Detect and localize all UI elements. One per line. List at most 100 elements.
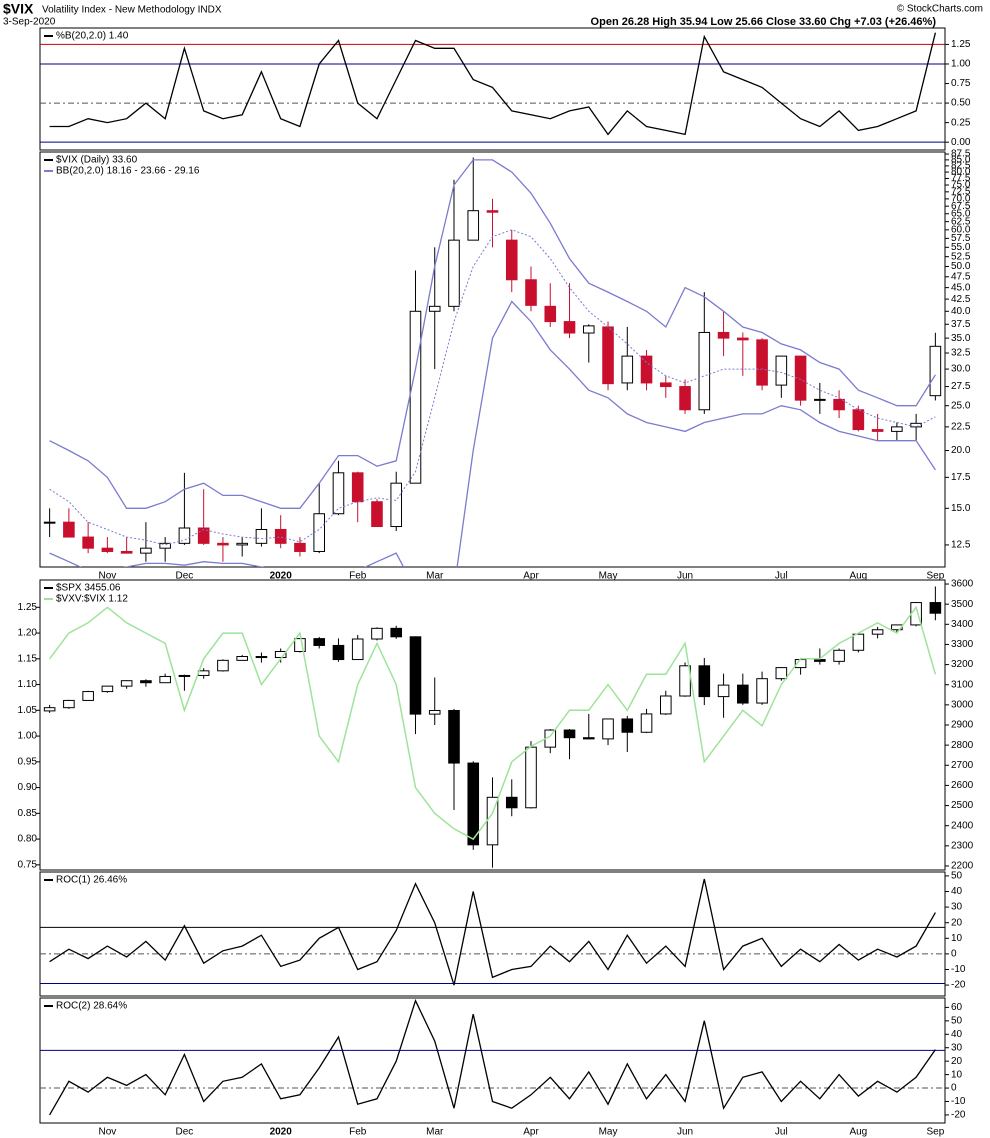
candle-body xyxy=(101,685,114,693)
band-upper xyxy=(49,159,936,509)
candle-body xyxy=(43,521,56,524)
candle-body xyxy=(621,355,634,384)
candle-body xyxy=(794,355,807,401)
y-tick-label: 30.0 xyxy=(951,364,971,375)
candle-body xyxy=(814,659,826,662)
candle-body xyxy=(428,710,441,715)
y-tick-label: 20.0 xyxy=(951,445,971,456)
candle-body xyxy=(467,210,480,241)
candle-body xyxy=(197,527,210,544)
candle-body xyxy=(505,796,518,809)
y-tick-label: 37.5 xyxy=(951,319,971,330)
series-line xyxy=(49,605,937,841)
candle-body xyxy=(737,337,749,341)
y-tick-label: 17.5 xyxy=(951,472,971,483)
candle-body xyxy=(217,542,229,546)
x-tick-label: Aug xyxy=(849,1127,867,1138)
legend-label: $VIX (Daily) 33.60 xyxy=(56,155,138,166)
y-tick-label: 27.5 xyxy=(951,381,971,392)
y-tick-label: 47.5 xyxy=(951,271,971,282)
quote: Open 26.28 High 35.94 Low 25.66 Close 33… xyxy=(591,16,937,28)
candle-body xyxy=(390,627,403,638)
y-tick-label: 3000 xyxy=(951,700,974,711)
legend-label: ROC(1) 26.46% xyxy=(56,875,127,886)
candle-body xyxy=(833,398,845,411)
x-tick-label: Apr xyxy=(523,1127,539,1138)
y-tick-label: -10 xyxy=(951,1096,966,1107)
y2-tick-label: 1.25 xyxy=(18,602,38,613)
candle-body xyxy=(871,429,884,432)
candle-body xyxy=(814,398,826,401)
candle-body xyxy=(467,762,480,846)
y2-tick-label: 1.10 xyxy=(18,679,38,690)
candle-body xyxy=(929,345,942,397)
candle-body xyxy=(737,684,749,704)
x-tick-label: Feb xyxy=(349,1127,367,1138)
y-tick-label: 10 xyxy=(951,933,963,944)
candle-body xyxy=(640,713,653,733)
candle-body xyxy=(255,656,268,659)
y2-tick-label: 0.95 xyxy=(18,756,38,767)
y-tick-label: 15.0 xyxy=(951,503,971,514)
legend-label: %B(20,2.0) 1.40 xyxy=(56,31,129,42)
y-tick-label: 82.5 xyxy=(951,161,971,172)
candle-body xyxy=(852,633,865,651)
candle-body xyxy=(929,602,942,614)
y-tick-label: -20 xyxy=(951,1110,966,1121)
candle-body xyxy=(717,331,730,339)
y-tick-label: 40.0 xyxy=(951,306,971,317)
y-tick-label: 72.5 xyxy=(951,186,971,197)
y-tick-label: -10 xyxy=(951,964,966,975)
legend-label: $SPX 3455.06 xyxy=(56,583,121,594)
candle-body xyxy=(43,707,56,712)
y-tick-label: 2400 xyxy=(951,820,974,831)
plot-area xyxy=(40,878,945,986)
x-tick-label: May xyxy=(599,1127,618,1138)
candle-body xyxy=(486,210,499,213)
y-tick-label: 0.25 xyxy=(951,117,971,128)
x-tick-label: Mar xyxy=(426,1127,444,1138)
candle-body xyxy=(313,513,325,552)
y-tick-label: 30 xyxy=(951,902,963,913)
y-tick-label: 77.5 xyxy=(951,173,971,184)
y-tick-label: 65.0 xyxy=(951,208,971,219)
y-tick-label: 2200 xyxy=(951,861,974,872)
y-tick-label: 3600 xyxy=(951,579,974,590)
candle-body xyxy=(217,659,229,672)
x-tick-label: Jun xyxy=(677,571,693,582)
candle-body xyxy=(448,239,460,307)
x-tick-label: Feb xyxy=(349,571,367,582)
x-tick-label: Jul xyxy=(775,571,788,582)
panel-frame xyxy=(39,997,946,1124)
candle-body xyxy=(756,678,768,704)
plot-area xyxy=(43,157,942,567)
y-tick-label: 3500 xyxy=(951,599,974,610)
legend-label: ROC(2) 28.64% xyxy=(56,1001,127,1012)
legend-label: $VXV:$VIX 1.12 xyxy=(56,594,128,605)
candle-body xyxy=(602,326,614,385)
y-tick-label: 12.5 xyxy=(951,540,971,551)
candle-body xyxy=(140,680,152,684)
candle-body xyxy=(159,542,171,549)
candle-body xyxy=(582,325,595,334)
plot-area xyxy=(40,998,945,1116)
candle-body xyxy=(448,710,460,764)
candle-body xyxy=(602,718,614,740)
x-tick-label: 2020 xyxy=(270,1127,293,1138)
y-tick-label: 3400 xyxy=(951,619,974,630)
candle-body xyxy=(332,472,345,515)
y-tick-label: -20 xyxy=(951,980,966,991)
candle-body xyxy=(871,629,884,635)
candle-body xyxy=(371,627,383,640)
y2-tick-label: 0.90 xyxy=(18,782,38,793)
candle-body xyxy=(332,644,345,661)
y-tick-label: 1.00 xyxy=(951,59,971,70)
candle-body xyxy=(833,649,845,662)
candle-body xyxy=(409,310,422,484)
band-middle xyxy=(49,229,936,546)
y-tick-label: 35.0 xyxy=(951,333,971,344)
candle-body xyxy=(910,422,922,428)
y-tick-label: 50 xyxy=(951,871,963,882)
source: © StockCharts.com xyxy=(897,4,983,15)
